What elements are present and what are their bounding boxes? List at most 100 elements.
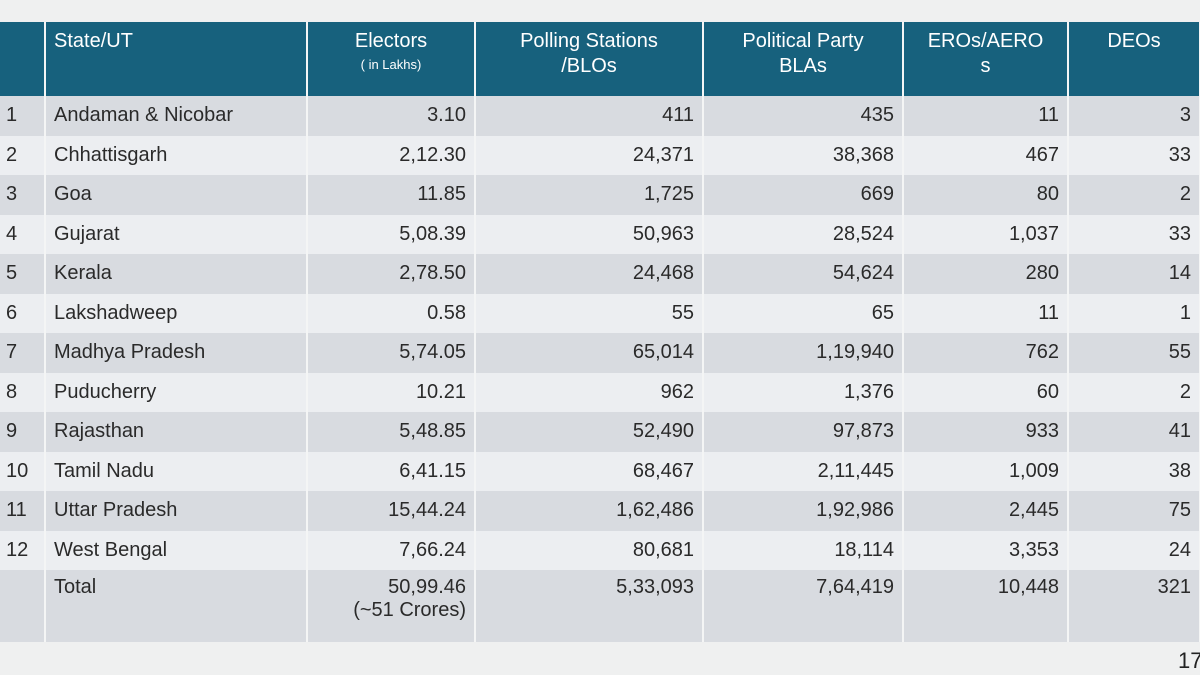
table-cell: 18,114 <box>703 530 904 570</box>
table-cell: 33 <box>1068 135 1200 175</box>
table-cell: 80 <box>903 175 1069 215</box>
table-cell: 435 <box>703 96 904 136</box>
table-cell: 962 <box>475 372 704 412</box>
table-cell: 7,66.24 <box>307 530 476 570</box>
total-row: Total 50,99.46 (~51 Crores) 5,33,093 7,64,41… <box>0 570 1200 642</box>
table-cell: Kerala <box>45 254 308 294</box>
table-cell: 80,681 <box>475 530 704 570</box>
table-cell: 14 <box>1068 254 1200 294</box>
table-cell: 3,353 <box>903 530 1069 570</box>
total-cell: Total <box>45 570 308 642</box>
table-cell: West Bengal <box>45 530 308 570</box>
table-cell: 41 <box>1068 412 1200 452</box>
table-cell: 38,368 <box>703 135 904 175</box>
table-cell: 5,48.85 <box>307 412 476 452</box>
total-text: 50,99.46 <box>388 576 466 598</box>
table-cell: 6 <box>0 293 46 333</box>
table-cell: 280 <box>903 254 1069 294</box>
table-cell: 11 <box>903 293 1069 333</box>
table-cell: 24,371 <box>475 135 704 175</box>
table-row: 5 Kerala 2,78.50 24,468 54,624 280 14 <box>0 254 1200 294</box>
total-text: Total <box>54 576 97 598</box>
total-cell <box>0 570 46 642</box>
header-cell: DEOs <box>1068 22 1200 96</box>
table-cell: 65,014 <box>475 333 704 373</box>
table-cell: 15,44.24 <box>307 491 476 531</box>
table-cell: 50,963 <box>475 214 704 254</box>
table-cell: 411 <box>475 96 704 136</box>
table-cell: Rajasthan <box>45 412 308 452</box>
total-cell: 321 <box>1068 570 1200 642</box>
header-text: EROs/AERO <box>927 30 1044 52</box>
page-number: 17 <box>1178 648 1200 673</box>
table-row: 10 Tamil Nadu 6,41.15 68,467 2,11,445 1,009 38 <box>0 451 1200 491</box>
table-cell: 2 <box>0 135 46 175</box>
table-cell: Chhattisgarh <box>45 135 308 175</box>
table-cell: 2,11,445 <box>703 451 904 491</box>
header-cell: Electors ( in Lakhs) <box>307 22 476 96</box>
table-cell: Puducherry <box>45 372 308 412</box>
header-row: State/UT Electors ( in Lakhs) Polling Stati… <box>0 22 1200 96</box>
header-text: /BLOs <box>561 55 617 77</box>
table-cell: Goa <box>45 175 308 215</box>
table-cell: 467 <box>903 135 1069 175</box>
table-row: 2 Chhattisgarh 2,12.30 24,371 38,368 467 33 <box>0 135 1200 175</box>
table-cell: 75 <box>1068 491 1200 531</box>
table-cell: 6,41.15 <box>307 451 476 491</box>
table-cell: 933 <box>903 412 1069 452</box>
table-row: 1 Andaman & Nicobar 3.10 411 435 11 3 <box>0 96 1200 136</box>
header-cell: EROs/AERO s <box>903 22 1069 96</box>
table-cell: 1,92,986 <box>703 491 904 531</box>
table-cell: 9 <box>0 412 46 452</box>
table-cell: Gujarat <box>45 214 308 254</box>
data-table: State/UT Electors ( in Lakhs) Polling Stati… <box>0 22 1200 642</box>
table-cell: 11 <box>0 491 46 531</box>
table-cell: 4 <box>0 214 46 254</box>
table-cell: 54,624 <box>703 254 904 294</box>
table-cell: 97,873 <box>703 412 904 452</box>
table-body: 1 Andaman & Nicobar 3.10 411 435 11 3 2 Chhattis… <box>0 96 1200 642</box>
header-text: DEOs <box>1107 30 1161 52</box>
header-cell: Polling Stations/BLOs <box>475 22 704 96</box>
table-cell: 11 <box>903 96 1069 136</box>
table-cell: Lakshadweep <box>45 293 308 333</box>
table-row: 7 Madhya Pradesh 5,74.05 65,014 1,19,940 762 5… <box>0 333 1200 373</box>
header-cell: Political Party BLAs <box>703 22 904 96</box>
table-row: 6 Lakshadweep 0.58 55 65 11 1 <box>0 293 1200 333</box>
table-cell: 65 <box>703 293 904 333</box>
table-cell: 10.21 <box>307 372 476 412</box>
table-cell: 669 <box>703 175 904 215</box>
header-text: Political Party <box>742 30 864 52</box>
table-cell: 5 <box>0 254 46 294</box>
table-cell: 2,445 <box>903 491 1069 531</box>
table-cell: Madhya Pradesh <box>45 333 308 373</box>
table-cell: 7 <box>0 333 46 373</box>
table-header: State/UT Electors ( in Lakhs) Polling Stati… <box>0 22 1200 96</box>
table-cell: 1,725 <box>475 175 704 215</box>
table-cell: 762 <box>903 333 1069 373</box>
header-text: s <box>980 55 991 77</box>
table-cell: 0.58 <box>307 293 476 333</box>
table-cell: 68,467 <box>475 451 704 491</box>
total-text: 10,448 <box>997 576 1059 598</box>
table-cell: 5,74.05 <box>307 333 476 373</box>
total-text: (~51 Crores) <box>353 599 466 621</box>
table-cell: 2 <box>1068 372 1200 412</box>
header-cell: State/UT <box>45 22 308 96</box>
table-cell: 52,490 <box>475 412 704 452</box>
table-cell: 1 <box>0 96 46 136</box>
table-cell: 2,12.30 <box>307 135 476 175</box>
table-cell: 38 <box>1068 451 1200 491</box>
table-row: 4 Gujarat 5,08.39 50,963 28,524 1,037 33 <box>0 214 1200 254</box>
total-cell: 7,64,419 <box>703 570 904 642</box>
table-cell: 3 <box>1068 96 1200 136</box>
table-cell: Tamil Nadu <box>45 451 308 491</box>
table-cell: 10 <box>0 451 46 491</box>
table-cell: 55 <box>475 293 704 333</box>
header-text: BLAs <box>779 55 827 77</box>
table-cell: 8 <box>0 372 46 412</box>
header-text: State/UT <box>54 30 133 52</box>
table-cell: 1,376 <box>703 372 904 412</box>
table-cell: 11.85 <box>307 175 476 215</box>
